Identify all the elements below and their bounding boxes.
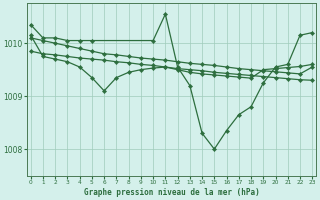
X-axis label: Graphe pression niveau de la mer (hPa): Graphe pression niveau de la mer (hPa) — [84, 188, 259, 197]
